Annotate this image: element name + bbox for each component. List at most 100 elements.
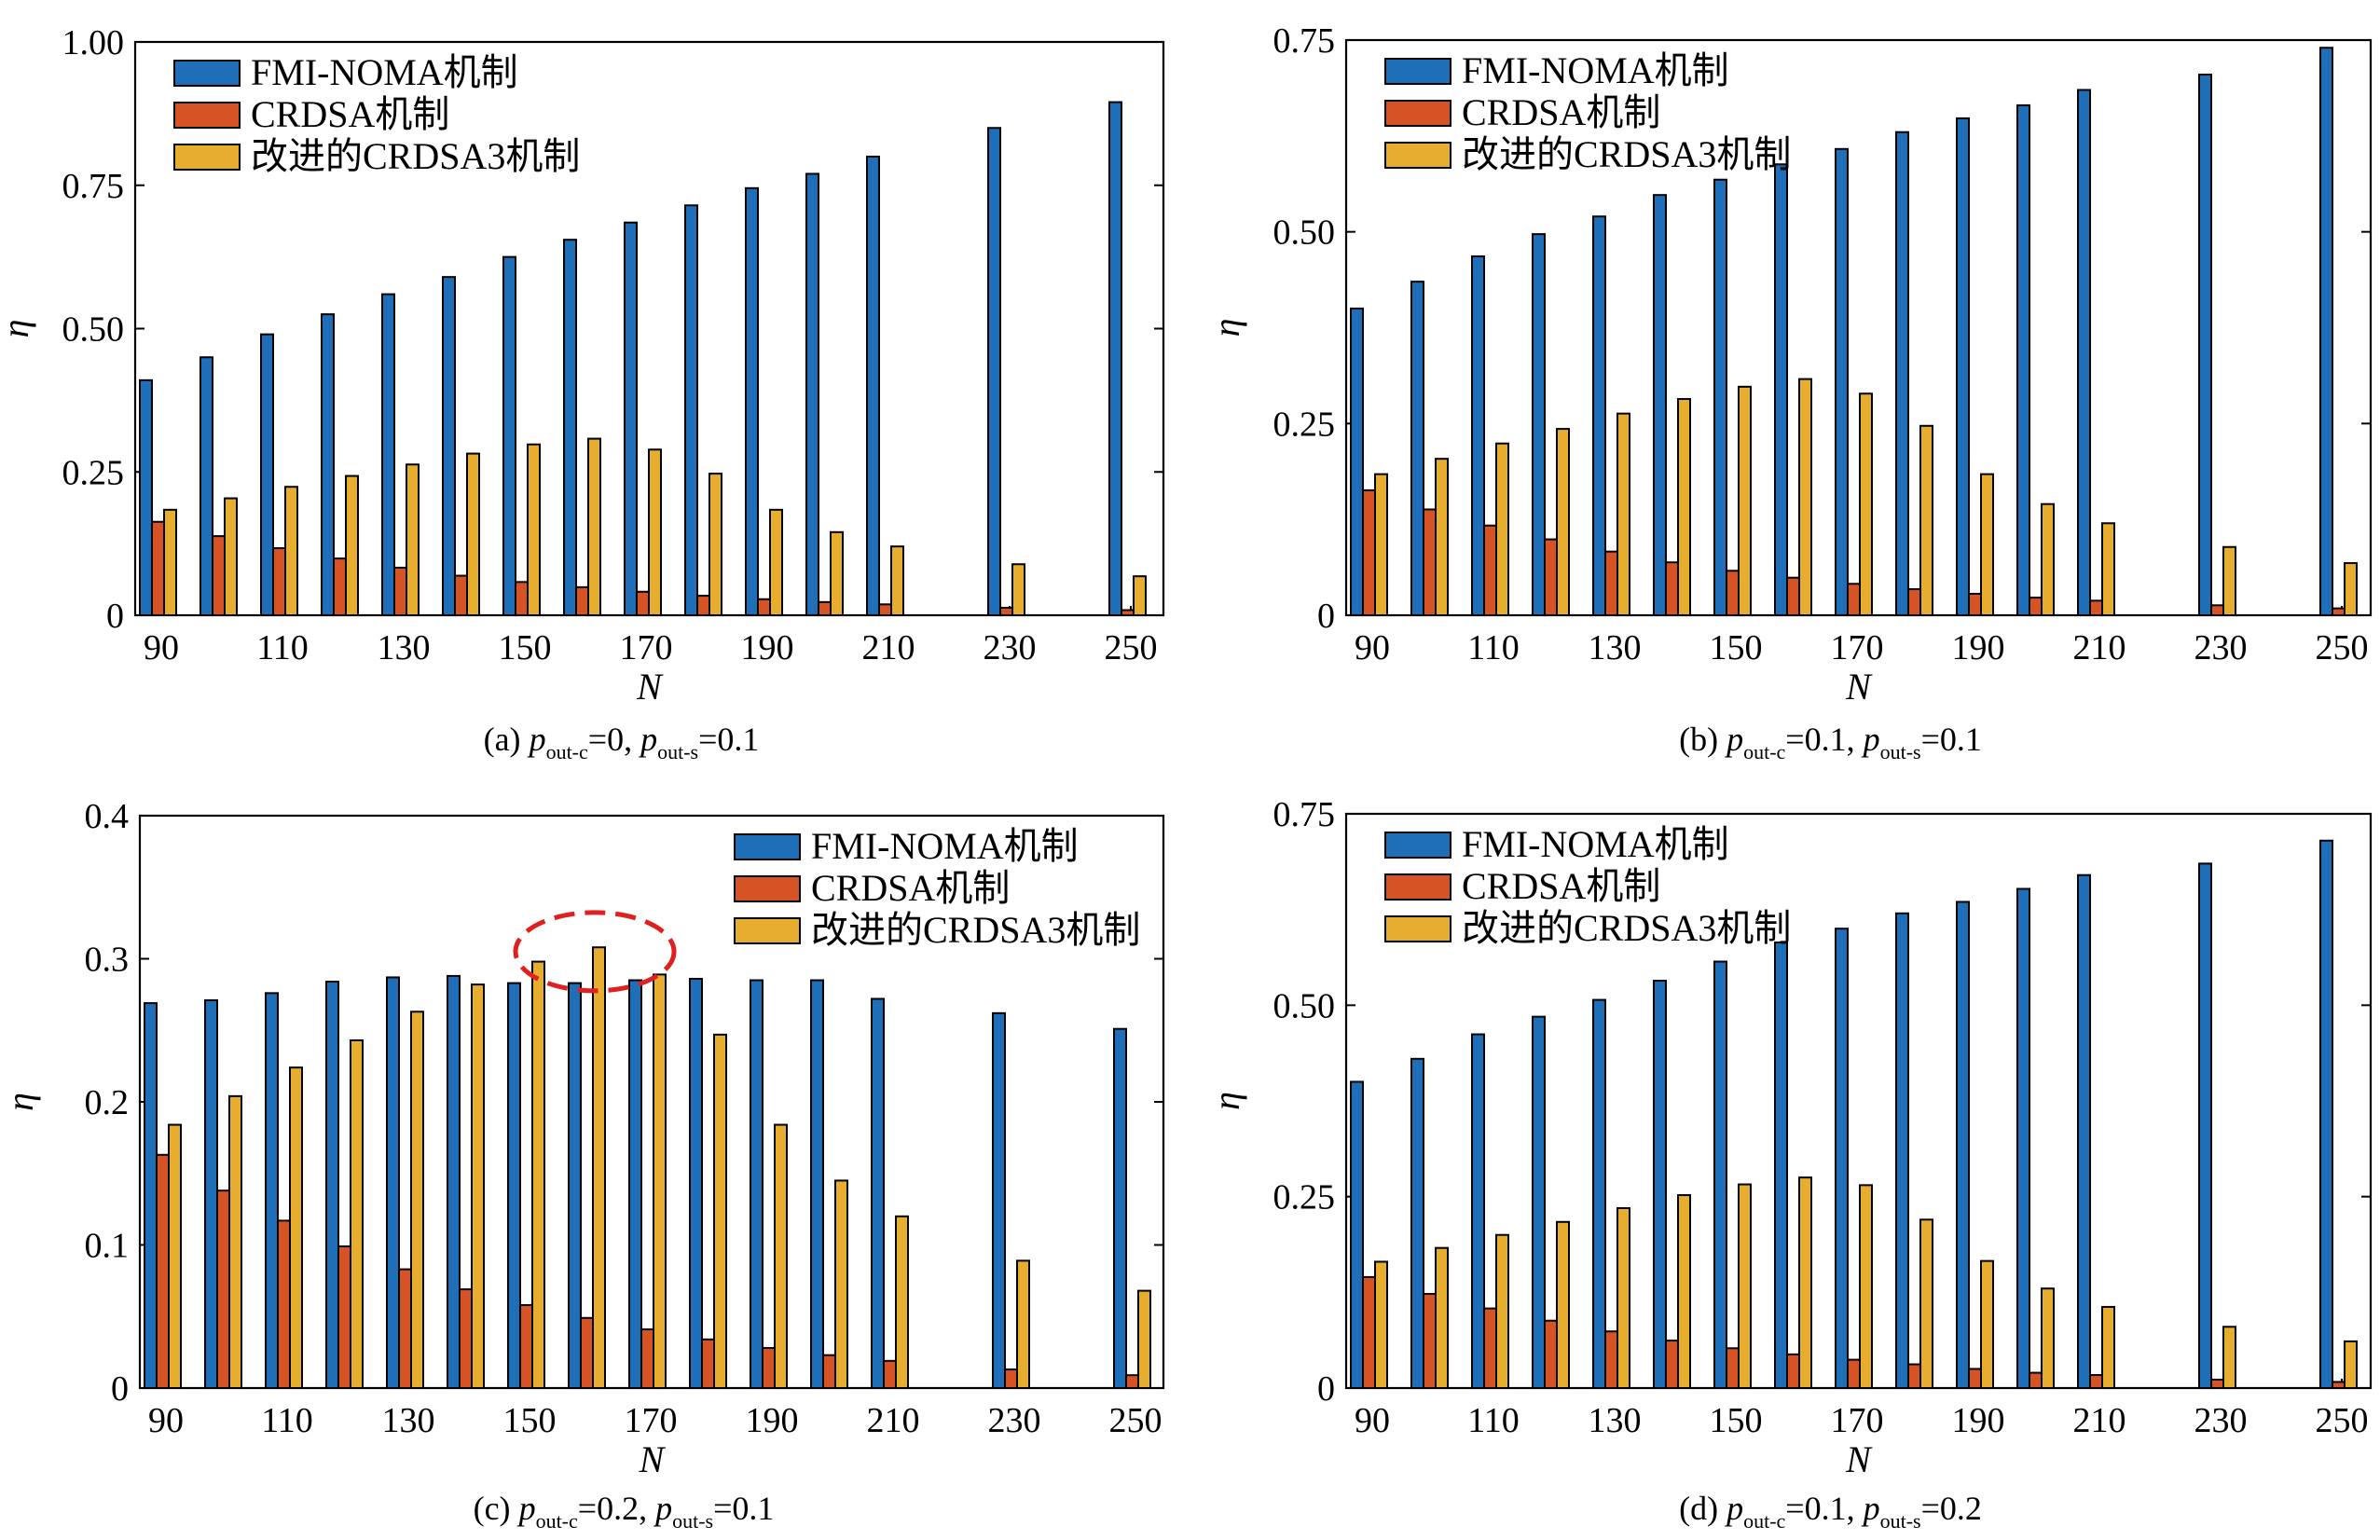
bar-crdsa-140 xyxy=(1665,561,1679,617)
x-tick-label: 210 xyxy=(2073,628,2126,667)
chart-panel-c: 0 0.1 0.2 0.3 0.4 90 110 130 150 170 190 210 230 250 N… xyxy=(0,797,1165,1533)
legend-swatch xyxy=(734,917,801,944)
x-tick-label: 250 xyxy=(2316,1401,2369,1440)
x-tick-label: 190 xyxy=(1952,628,2005,667)
bar-crdsa3-130 xyxy=(1616,412,1630,616)
bar-crdsa-180 xyxy=(1907,588,1921,617)
legend-swatch xyxy=(173,102,241,129)
y-tick-label: 0.50 xyxy=(62,310,125,350)
panel-caption: (b) pout-c=0.1, pout-s=0.1 xyxy=(1679,721,1982,763)
bar-fmi-noma-230 xyxy=(2198,862,2212,1389)
bar-fmi-noma-170 xyxy=(1835,147,1849,616)
legend-label: 改进的CRDSA3机制 xyxy=(1462,907,1791,949)
bar-fmi-noma-140 xyxy=(442,276,456,616)
bar-crdsa-170 xyxy=(1847,583,1861,617)
bar-crdsa3-170 xyxy=(653,973,667,1389)
y-tick-label: 0.25 xyxy=(1273,405,1336,444)
legend-label: CRDSA机制 xyxy=(1462,865,1660,907)
bar-fmi-noma-150 xyxy=(502,255,516,616)
bar-fmi-noma-190 xyxy=(750,979,764,1390)
bar-crdsa-130 xyxy=(398,1268,412,1389)
legend-label: FMI-NOMA机制 xyxy=(251,51,518,93)
bar-fmi-noma-210 xyxy=(2077,89,2091,617)
bar-crdsa-170 xyxy=(640,1328,654,1389)
bar-fmi-noma-250 xyxy=(1108,101,1122,616)
bar-fmi-noma-190 xyxy=(1956,117,1970,617)
bar-crdsa3-120 xyxy=(1556,428,1570,617)
x-tick-label: 130 xyxy=(382,1401,435,1440)
bar-fmi-noma-100 xyxy=(199,356,213,616)
x-tick-label: 210 xyxy=(862,628,915,667)
bar-fmi-noma-110 xyxy=(1471,254,1485,616)
bar-crdsa-210 xyxy=(2089,1374,2103,1390)
bar-fmi-noma-190 xyxy=(1956,901,1970,1389)
bar-crdsa3-140 xyxy=(1677,398,1691,616)
bar-crdsa-90 xyxy=(1362,1275,1376,1389)
bar-crdsa-180 xyxy=(696,595,710,617)
bar-fmi-noma-230 xyxy=(2198,74,2212,616)
y-tick-label: 0 xyxy=(1317,597,1335,636)
bar-crdsa3-90 xyxy=(163,508,177,617)
x-tick-label: 190 xyxy=(741,628,794,667)
bar-fmi-noma-100 xyxy=(204,999,218,1389)
x-tick-label: 130 xyxy=(378,628,431,667)
bar-fmi-noma-120 xyxy=(1532,1015,1546,1389)
x-tick-label: 130 xyxy=(1589,1401,1642,1440)
bar-crdsa3-160 xyxy=(1798,1176,1812,1389)
bar-fmi-noma-150 xyxy=(1713,960,1727,1389)
bar-fmi-noma-200 xyxy=(2016,887,2030,1389)
bar-crdsa-230 xyxy=(999,607,1013,617)
bar-fmi-noma-180 xyxy=(1895,912,1909,1389)
x-tick-label: 150 xyxy=(503,1401,557,1440)
bar-crdsa-150 xyxy=(515,581,529,617)
legend-label: FMI-NOMA机制 xyxy=(1462,823,1729,865)
x-tick-label: 110 xyxy=(1467,628,1520,667)
y-axis-label: η xyxy=(1205,1092,1247,1110)
bar-crdsa-190 xyxy=(1968,1368,1982,1390)
bar-crdsa3-150 xyxy=(1738,1183,1752,1390)
bar-crdsa-210 xyxy=(878,603,892,617)
bar-crdsa-150 xyxy=(519,1303,533,1389)
legend-label: CRDSA机制 xyxy=(1462,91,1660,133)
bar-crdsa-170 xyxy=(636,590,650,616)
bar-crdsa3-150 xyxy=(531,960,545,1389)
legend-swatch xyxy=(1384,100,1451,127)
bar-crdsa3-230 xyxy=(1016,1259,1030,1390)
bar-crdsa-250 xyxy=(1121,609,1135,617)
bar-fmi-noma-250 xyxy=(2319,839,2333,1389)
y-axis-label: η xyxy=(1205,319,1247,337)
bar-fmi-noma-90 xyxy=(144,1002,158,1389)
x-tick-label: 110 xyxy=(261,1401,313,1440)
x-tick-label: 210 xyxy=(2073,1401,2126,1440)
legend-swatch xyxy=(1384,873,1451,901)
bar-crdsa3-180 xyxy=(1919,1218,1933,1389)
bar-crdsa3-110 xyxy=(1495,1233,1509,1389)
bar-crdsa-150 xyxy=(1726,1347,1740,1389)
bar-crdsa-120 xyxy=(333,557,347,616)
bar-crdsa3-130 xyxy=(406,463,420,616)
bar-crdsa-200 xyxy=(822,1354,836,1389)
bar-fmi-noma-120 xyxy=(325,981,339,1390)
bar-fmi-noma-160 xyxy=(1774,941,1788,1389)
legend-label: 改进的CRDSA3机制 xyxy=(251,135,580,177)
x-tick-label: 230 xyxy=(988,1401,1041,1440)
bar-crdsa3-210 xyxy=(2101,1305,2115,1390)
bar-crdsa3-110 xyxy=(289,1066,303,1390)
bar-crdsa-140 xyxy=(459,1288,473,1389)
x-axis-label: N xyxy=(639,1438,667,1480)
bar-crdsa3-250 xyxy=(1137,1289,1151,1389)
bar-crdsa3-90 xyxy=(168,1123,182,1390)
bar-crdsa-90 xyxy=(1362,488,1376,616)
bar-crdsa3-100 xyxy=(1435,458,1449,616)
panel-caption: (c) pout-c=0.2, pout-s=0.1 xyxy=(474,1490,775,1533)
x-tick-label: 90 xyxy=(148,1401,184,1440)
y-tick-label: 0.75 xyxy=(1273,21,1336,61)
x-tick-label: 130 xyxy=(1589,628,1642,667)
legend-label: FMI-NOMA机制 xyxy=(1462,49,1729,91)
bar-crdsa-160 xyxy=(575,585,589,616)
bar-fmi-noma-150 xyxy=(507,982,521,1389)
bar-fmi-noma-230 xyxy=(987,127,1001,616)
x-tick-label: 150 xyxy=(499,628,552,667)
bar-fmi-noma-210 xyxy=(2077,873,2091,1389)
bar-crdsa-100 xyxy=(1423,508,1437,616)
